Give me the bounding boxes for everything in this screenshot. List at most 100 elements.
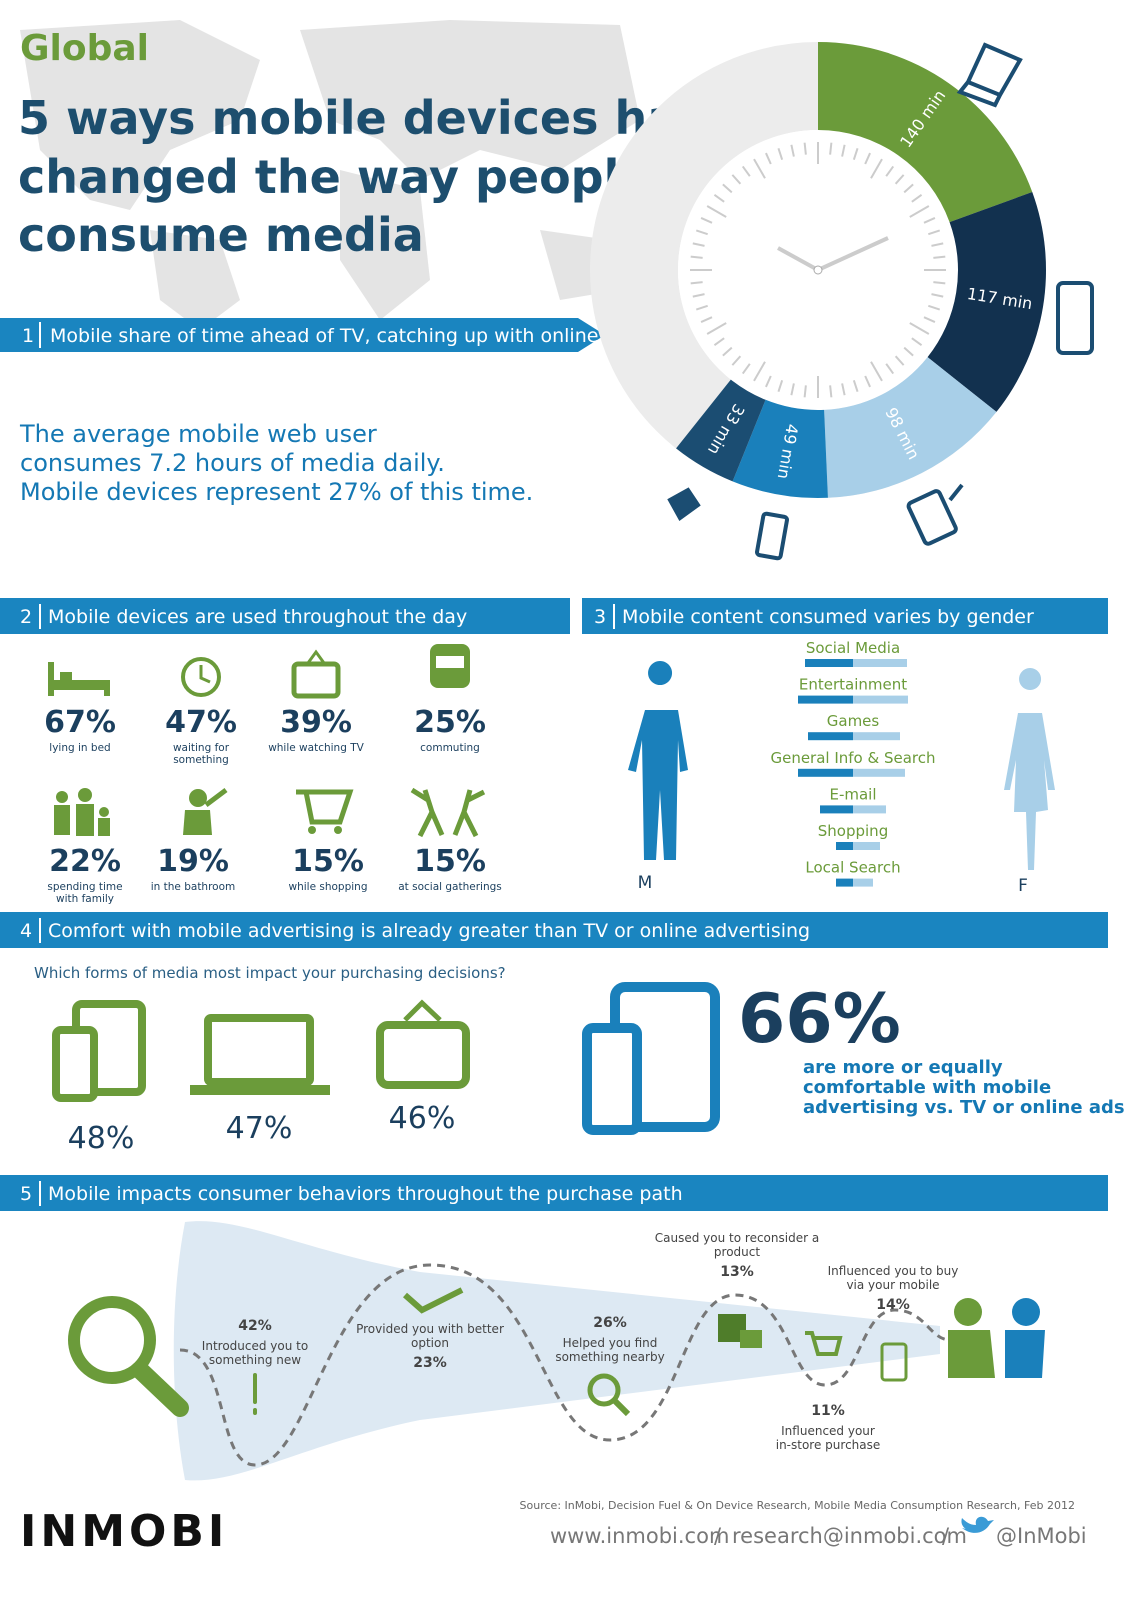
- male-label: M: [638, 873, 653, 893]
- clock-tick: [777, 147, 784, 160]
- path-line: [179, 1263, 951, 1467]
- clock-tick: [864, 375, 871, 388]
- body-text: consumes 7.2 hours of media daily.: [20, 449, 445, 477]
- step-label: Influenced you to buy: [828, 1264, 959, 1278]
- female-bar: [853, 732, 900, 741]
- clock-tick: [765, 152, 772, 165]
- clock-tick: [722, 346, 733, 357]
- step-label: something nearby: [555, 1350, 664, 1364]
- male-bar: [798, 695, 853, 704]
- highlight-text: advertising vs. TV or online ads: [803, 1097, 1125, 1118]
- clock-center: [813, 265, 823, 275]
- activity-label: with family: [56, 893, 114, 905]
- source: Source: InMobi, Decision Fuel & On Devic…: [520, 1499, 1075, 1512]
- title-line: changed the way people: [18, 150, 651, 204]
- clock-tick: [765, 375, 772, 388]
- ad-icons: [52, 999, 470, 1102]
- step-label: Provided you with better: [356, 1322, 504, 1336]
- clock-tick: [894, 355, 905, 366]
- path-icons: [68, 1287, 1045, 1417]
- ad-percent: 47%: [226, 1111, 293, 1146]
- content-category: General Info & Search: [770, 749, 935, 767]
- twitter[interactable]: @InMobi: [996, 1524, 1087, 1548]
- section-bar: [0, 598, 570, 634]
- logo: INMOBI: [20, 1506, 228, 1557]
- highlight-text: comfortable with mobile: [803, 1077, 1051, 1098]
- step-label: Introduced you to: [202, 1339, 308, 1353]
- step-percent: 42%: [238, 1318, 272, 1334]
- male-bar: [808, 732, 853, 741]
- activity-label: lying in bed: [49, 742, 110, 754]
- step-label: Caused you to reconsider a: [655, 1231, 819, 1245]
- section-number: 5: [20, 1183, 32, 1205]
- world-map: [20, 20, 640, 330]
- activity-label: in the bathroom: [151, 881, 236, 893]
- body-text: Mobile devices represent 27% of this tim…: [20, 478, 533, 506]
- clock-tick: [731, 174, 742, 185]
- clock-tick: [706, 322, 727, 335]
- female-bar: [853, 659, 907, 667]
- content-category: E-mail: [829, 785, 876, 803]
- device-icon: [582, 982, 720, 1135]
- clock-tick: [722, 183, 733, 194]
- activity-percent: 25%: [414, 705, 486, 740]
- section-number: 2: [20, 606, 32, 628]
- female-bar: [853, 878, 873, 887]
- clock-tick: [928, 304, 941, 311]
- highlight-percent: 66%: [738, 980, 901, 1059]
- activity-label: while shopping: [289, 881, 368, 893]
- time-segment: [818, 42, 1033, 223]
- section-heading: Mobile content consumed varies by gender: [622, 606, 1034, 628]
- website[interactable]: www.inmobi.com: [550, 1524, 729, 1548]
- ad-percent: 46%: [389, 1101, 456, 1136]
- step-percent: 14%: [876, 1297, 910, 1313]
- male-bar: [798, 768, 853, 777]
- step-percent: 26%: [593, 1315, 627, 1331]
- step-label: option: [411, 1336, 449, 1350]
- content-category: Shopping: [818, 822, 888, 840]
- clock-tick: [885, 165, 895, 177]
- clock-tick: [870, 158, 883, 179]
- female-bar: [853, 768, 905, 777]
- clock-tick: [706, 205, 727, 218]
- section-number: 3: [594, 606, 606, 628]
- question: Which forms of media most impact your pu…: [34, 964, 506, 982]
- activity-percent: 47%: [165, 705, 237, 740]
- clock-tick: [909, 205, 930, 218]
- clock-tick: [803, 385, 807, 398]
- clock-tick: [885, 363, 895, 375]
- time-segment: [824, 357, 997, 498]
- clock-tick: [931, 293, 944, 298]
- section-bar: [582, 598, 1108, 634]
- email[interactable]: research@inmobi.com: [732, 1524, 967, 1548]
- clock-tick: [894, 174, 905, 185]
- clock-tick: [695, 229, 708, 236]
- female-label: F: [1018, 876, 1028, 896]
- clock-tick: [852, 380, 859, 393]
- clock-tick: [692, 293, 705, 298]
- clock-tick: [790, 383, 795, 396]
- highlight-text: are more or equally: [803, 1057, 1003, 1078]
- activity-percent: 19%: [157, 844, 229, 879]
- section-heading: Mobile share of time ahead of TV, catchi…: [50, 325, 598, 347]
- clock-tick: [852, 147, 859, 160]
- clock-tick: [692, 242, 705, 247]
- separator: /: [714, 1524, 722, 1548]
- section-number: 1: [22, 325, 34, 347]
- activity-icons: [48, 644, 486, 838]
- clock-tick: [700, 217, 713, 224]
- clock-tick: [928, 229, 941, 236]
- body-text: The average mobile web user: [19, 420, 377, 448]
- activity-percent: 22%: [49, 844, 121, 879]
- section-bar: [0, 318, 605, 352]
- female-bar: [853, 695, 908, 704]
- clock-tick: [841, 383, 846, 396]
- clock-tick: [741, 363, 751, 375]
- separator: /: [942, 1524, 950, 1548]
- activity-percent: 15%: [414, 844, 486, 879]
- content-category: Games: [827, 712, 880, 730]
- clock-tick: [777, 380, 784, 393]
- clock-tick: [741, 165, 751, 177]
- clock-tick: [864, 152, 871, 165]
